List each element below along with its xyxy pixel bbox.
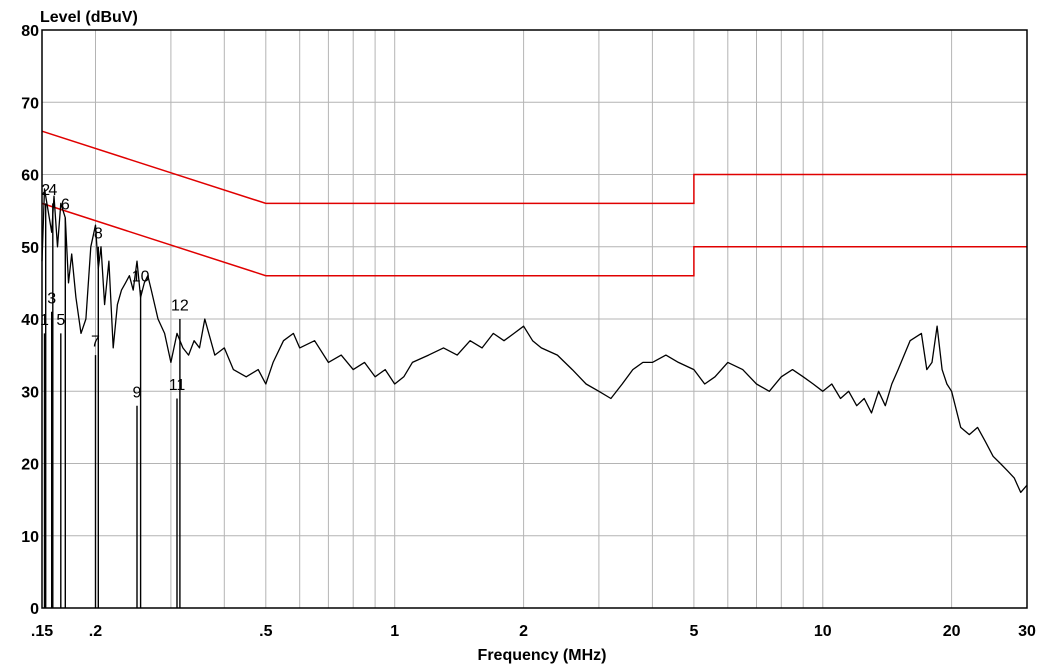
- y-tick-label: 80: [21, 23, 39, 40]
- grid: [42, 30, 1027, 608]
- x-tick-label: .5: [259, 623, 272, 640]
- marker-label: 11: [169, 377, 186, 394]
- marker-label: 5: [56, 312, 65, 329]
- x-tick-label: 30: [1018, 623, 1036, 640]
- x-tick-label: .2: [89, 623, 102, 640]
- x-tick-label: 5: [689, 623, 698, 640]
- y-tick-label: 50: [21, 240, 39, 257]
- x-tick-label: .15: [31, 623, 53, 640]
- y-tick-label: 40: [21, 312, 39, 329]
- measurement-trace: [42, 189, 1027, 493]
- limit-line: [42, 131, 1027, 203]
- limit-line: [42, 203, 1027, 275]
- y-tick-label: 0: [30, 601, 39, 618]
- marker-label: 6: [61, 196, 70, 213]
- y-tick-label: 10: [21, 529, 39, 546]
- y-axis-ticks: 0 10 20 30 40 50 60 70 80: [21, 23, 39, 618]
- x-tick-label: 20: [943, 623, 961, 640]
- x-tick-label: 1: [390, 623, 399, 640]
- marker-label: 12: [171, 298, 189, 315]
- marker-label: 4: [48, 182, 57, 199]
- y-tick-label: 30: [21, 384, 39, 401]
- x-axis-ticks: .15 .2 .5 1 2 5 10 20 30: [31, 623, 1036, 640]
- y-tick-label: 20: [21, 457, 39, 474]
- y-tick-label: 60: [21, 168, 39, 185]
- x-axis-label: Frequency (MHz): [478, 647, 607, 664]
- y-tick-label: 70: [21, 95, 39, 112]
- trace-line: [42, 189, 1027, 493]
- x-tick-label: 10: [814, 623, 832, 640]
- x-tick-label: 2: [519, 623, 528, 640]
- marker-label: 3: [47, 290, 56, 307]
- y-axis-label: Level (dBuV): [40, 9, 138, 26]
- limit-lines: [42, 131, 1027, 276]
